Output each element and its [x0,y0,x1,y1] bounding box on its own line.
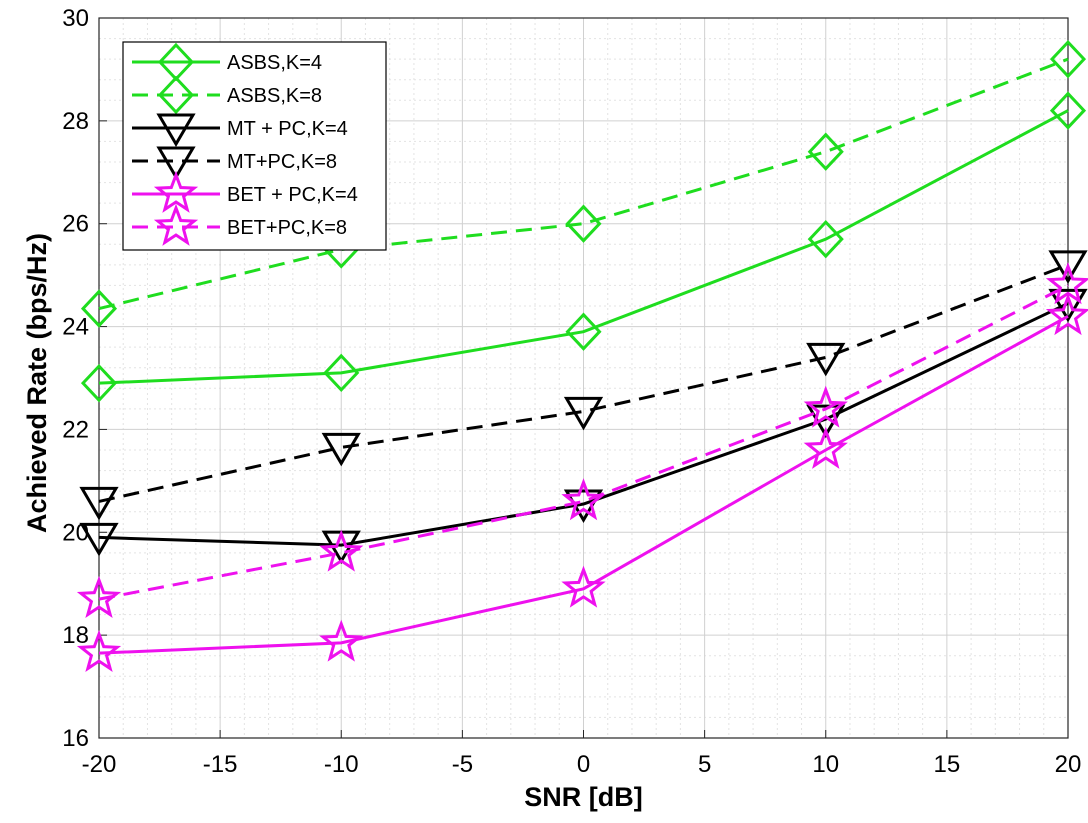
triangle-down-marker [156,113,196,147]
series-line [98,284,1069,601]
series-line [98,57,1069,311]
star-marker [561,565,606,608]
x-tick-label: 5 [698,751,711,778]
triangle-down-marker [156,146,196,180]
y-tick-label: 28 [62,108,89,135]
diamond-marker [1049,91,1087,130]
series-group [80,91,1087,403]
y-tick-label: 18 [62,622,89,649]
diamond-marker [565,204,602,243]
series-layer [76,39,1088,672]
star-marker [319,529,364,572]
legend-label: ASBS,K=4 [227,52,322,74]
triangle-down-marker [1048,288,1088,323]
y-tick-label: 30 [62,5,89,32]
diamond-marker [1049,39,1087,79]
legend-label: ASBS,K=8 [227,85,322,107]
series-line [98,263,1069,503]
y-tick-label: 24 [62,314,89,341]
legend-box [122,41,387,251]
diamond-marker [565,312,602,351]
diamond-marker [80,289,118,328]
y-axis-label: Achieved Rate (bps/Hz) [22,233,52,533]
x-tick-label: -5 [452,751,473,778]
x-tick-label: -20 [82,751,117,778]
triangle-down-marker [1048,250,1088,284]
star-marker [803,385,848,428]
triangle-down-marker [321,432,361,467]
star-marker [803,426,848,469]
series-line [98,109,1069,385]
legend-label: BET + PC,K=4 [227,184,358,206]
star-marker [561,478,606,521]
triangle-down-marker [563,396,604,431]
series-line [98,302,1069,547]
y-tick-label: 26 [62,211,89,238]
plot-frame [98,17,1069,739]
series-group [76,262,1088,618]
star-marker [153,203,199,246]
series-group [79,250,1088,521]
star-marker [1045,262,1088,305]
y-tick-label: 16 [62,725,89,752]
x-tick-label: -10 [324,751,359,778]
star-marker [76,575,122,618]
legend-label: BET+PC,K=8 [227,217,347,239]
x-tick-label: 20 [1055,751,1082,778]
diamond-marker [80,363,118,403]
diamond-marker [807,132,844,171]
triangle-down-marker [806,404,846,439]
star-marker [1045,293,1088,336]
diamond-marker [157,75,195,115]
diamond-marker [323,353,360,393]
y-tick-label: 22 [62,416,89,443]
star-marker [76,629,122,672]
series-line [98,314,1069,655]
diamond-marker [807,219,844,259]
triangle-down-marker [79,522,119,557]
triangle-down-marker [806,342,846,377]
legend: ASBS,K=4 ASBS,K=8 MT + PC,K=4 MT+PC,K=8 BET … [122,41,387,251]
star-marker [153,170,199,213]
x-tick-label: -15 [203,751,238,778]
star-marker [319,619,364,662]
legend-label: MT+PC,K=8 [227,151,337,173]
x-tick-label: 15 [934,751,961,778]
x-tick-label: 10 [812,751,839,778]
legend-label: MT + PC,K=4 [227,118,348,140]
x-tick-label: 0 [577,751,590,778]
triangle-down-marker [79,486,119,521]
x-axis-label: SNR [dB] [524,782,642,812]
series-group [76,293,1088,672]
